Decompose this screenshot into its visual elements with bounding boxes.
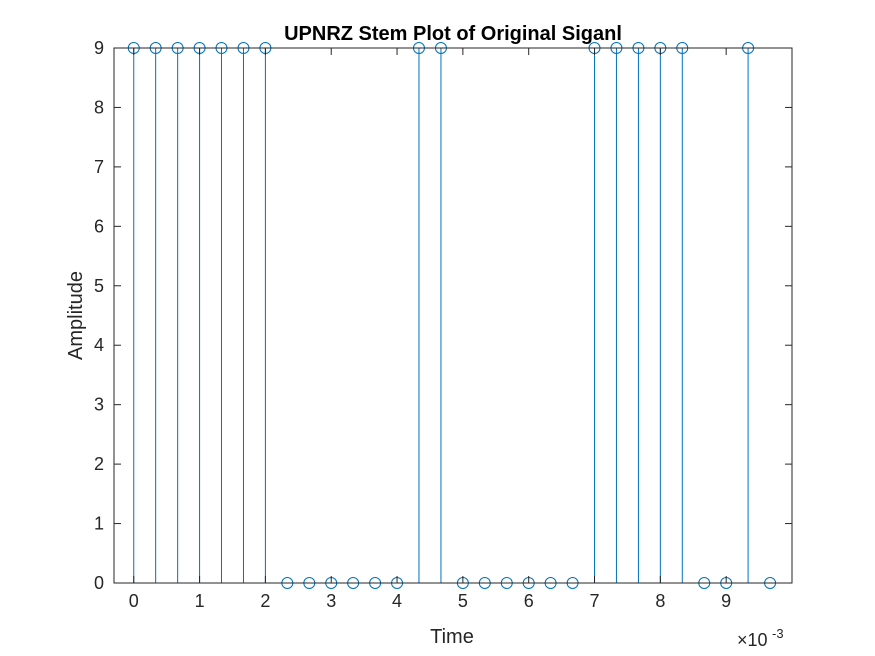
y-tick-label: 2 [94,454,104,474]
x-tick-labels: 0 1 2 3 4 5 6 7 8 9 [129,591,731,611]
chart-title: UPNRZ Stem Plot of Original Siganl [284,23,622,45]
y-tick-label: 8 [94,97,104,117]
x-exponent-base: ×10 [737,630,768,650]
y-tick-labels: 0 1 2 3 4 5 6 7 8 9 [94,38,104,593]
x-exponent-label: ×10 -3 [737,626,784,650]
x-tick-label: 8 [655,591,665,611]
y-tick-label: 9 [94,38,104,58]
y-tick-label: 6 [94,216,104,236]
y-tick-label: 3 [94,395,104,415]
y-tick-label: 0 [94,573,104,593]
y-axis-label: Amplitude [65,271,87,360]
y-tick-label: 1 [94,514,104,534]
x-tick-label: 2 [260,591,270,611]
x-tick-label: 9 [721,591,731,611]
x-tick-label: 3 [326,591,336,611]
x-tick-label: 0 [129,591,139,611]
plot-area [114,48,792,583]
y-tick-label: 5 [94,276,104,296]
x-tick-label: 5 [458,591,468,611]
x-tick-label: 1 [195,591,205,611]
x-exponent-power: -3 [772,626,784,641]
y-tick-label: 7 [94,157,104,177]
x-axis-label: Time [430,626,474,648]
x-tick-label: 6 [524,591,534,611]
y-tick-label: 4 [94,335,104,355]
axes-box [113,47,793,584]
axis-ticks [114,47,792,584]
x-tick-label: 4 [392,591,402,611]
x-tick-label: 7 [590,591,600,611]
